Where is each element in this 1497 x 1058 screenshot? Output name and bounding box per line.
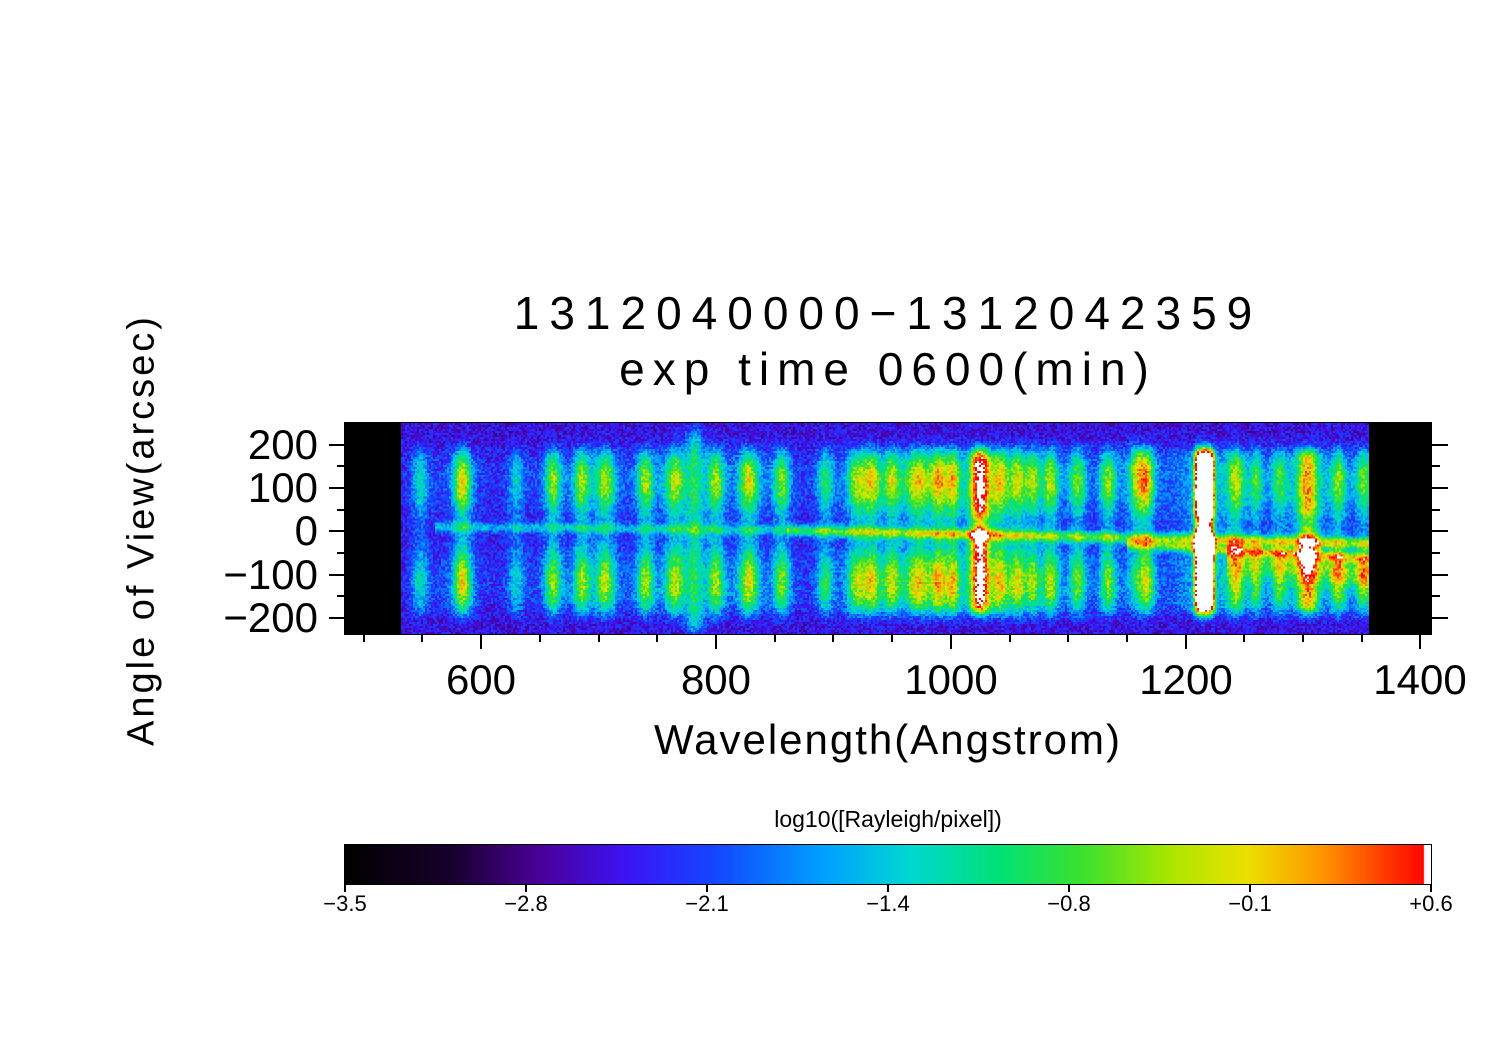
x-minor-tick [363, 635, 365, 642]
x-major-tick [950, 635, 952, 649]
x-minor-tick [421, 635, 423, 642]
colorbar-tick [525, 885, 527, 892]
x-minor-tick [598, 635, 600, 642]
x-tick-label-1400: 1400 [1373, 656, 1467, 703]
y-major-tick [329, 617, 345, 619]
x-minor-tick [1302, 635, 1304, 642]
x-minor-tick [1067, 635, 1069, 642]
x-minor-tick [1126, 635, 1128, 642]
colorbar-tick-label-1: −2.8 [504, 891, 548, 916]
x-minor-tick [656, 635, 658, 642]
colorbar-tick-label-0: −3.5 [323, 891, 367, 916]
colorbar-tick-label-3: −1.4 [866, 891, 910, 916]
x-minor-tick [1361, 635, 1363, 642]
colorbar-tick [706, 885, 708, 892]
y-tick-label-200: 200 [247, 421, 318, 468]
y-minor-tick [1432, 552, 1440, 554]
y-major-tick [1432, 617, 1448, 619]
y-minor-tick [337, 595, 345, 597]
y-major-tick [1432, 487, 1448, 489]
x-minor-tick [1009, 635, 1011, 642]
y-major-tick [1432, 444, 1448, 446]
x-tick-label-800: 800 [680, 656, 752, 703]
x-major-tick [1185, 635, 1187, 649]
y-major-tick [329, 530, 345, 532]
y-minor-tick [337, 552, 345, 554]
colorbar-tick [887, 885, 889, 892]
y-major-tick [329, 487, 345, 489]
x-minor-tick [891, 635, 893, 642]
colorbar-tick [1068, 885, 1070, 892]
spectrogram-heatmap [345, 423, 1431, 634]
x-major-tick [1419, 635, 1421, 649]
y-tick-label-neg100: −100 [223, 551, 318, 598]
plot-subtitle: exp time 0600(min) [619, 343, 1157, 395]
y-tick-label-100: 100 [247, 464, 318, 511]
y-tick-label-neg200: −200 [223, 594, 318, 641]
colorbar-tick [1249, 885, 1251, 892]
colorbar-tick-label-5: −0.1 [1228, 891, 1272, 916]
y-major-tick [329, 574, 345, 576]
colorbar-tick [1430, 885, 1432, 892]
y-minor-tick [1432, 595, 1440, 597]
colorbar-gradient [345, 845, 1431, 884]
colorbar-tick [344, 885, 346, 892]
y-minor-tick [1432, 465, 1440, 467]
x-minor-tick [774, 635, 776, 642]
x-tick-label-600: 600 [445, 656, 517, 703]
x-minor-tick [1243, 635, 1245, 642]
y-minor-tick [337, 465, 345, 467]
y-major-tick [1432, 530, 1448, 532]
plot-title: 1312040000−1312042359 [513, 287, 1263, 339]
x-tick-label-1200: 1200 [1139, 656, 1233, 703]
y-minor-tick [1432, 509, 1440, 511]
x-minor-tick [539, 635, 541, 642]
colorbar-tick-label-4: −0.8 [1047, 891, 1091, 916]
colorbar-tick-label-2: −2.1 [685, 891, 729, 916]
y-tick-label-0: 0 [294, 507, 318, 554]
y-major-tick [1432, 574, 1448, 576]
x-minor-tick [832, 635, 834, 642]
y-minor-tick [337, 509, 345, 511]
colorbar-tick-label-6: +0.6 [1409, 891, 1453, 916]
x-major-tick [480, 635, 482, 649]
y-axis-label: Angle of View(arcsec) [120, 314, 163, 746]
y-major-tick [329, 444, 345, 446]
x-axis-label: Wavelength(Angstrom) [654, 716, 1122, 763]
colorbar-title: log10([Rayleigh/pixel]) [774, 806, 1002, 832]
x-major-tick [715, 635, 717, 649]
x-tick-label-1000: 1000 [904, 656, 998, 703]
